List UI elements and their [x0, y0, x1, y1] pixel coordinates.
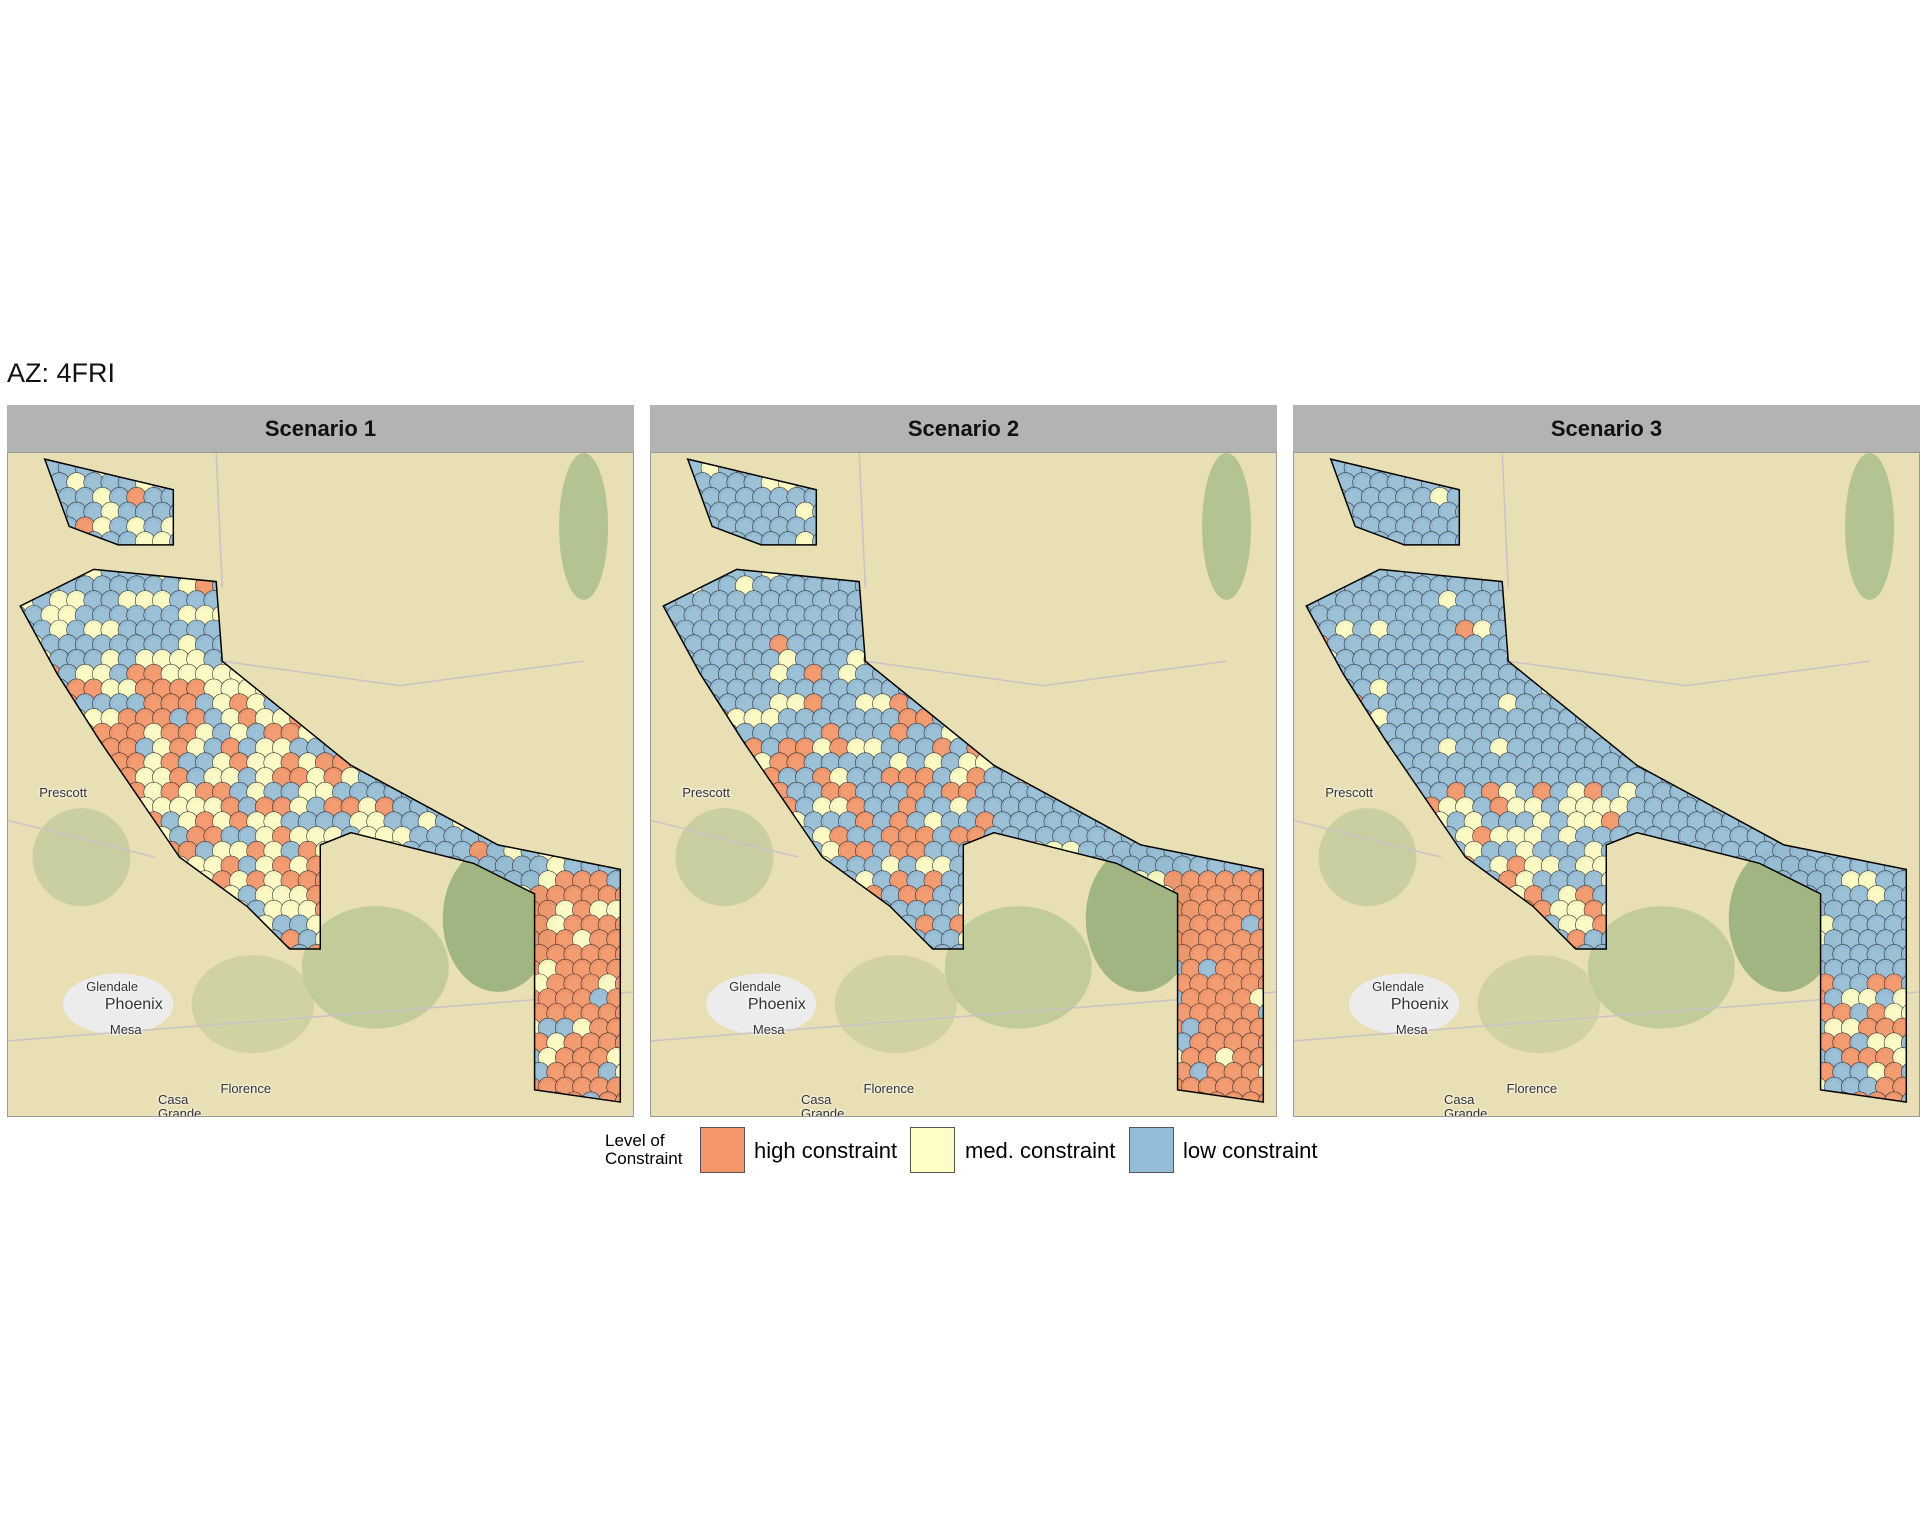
- map-label: Casa Grande: [801, 1091, 845, 1117]
- map-label: Mesa: [109, 1022, 142, 1038]
- panel-title: Scenario 3: [1293, 405, 1920, 452]
- road: [8, 453, 633, 1042]
- map-label: Mesa: [752, 1022, 785, 1038]
- urban-area: [706, 973, 817, 1035]
- map-label: Phoenix: [104, 995, 163, 1013]
- map-svg: [651, 453, 1276, 1116]
- panel: Scenario 3 Prescott Glendale Phoenix Mesa Cas…: [1293, 405, 1920, 1117]
- map-label: Florence: [220, 1080, 272, 1096]
- figure-title: AZ: 4FRI: [7, 358, 116, 388]
- road: [1294, 453, 1919, 1042]
- terrain: [1587, 906, 1735, 1029]
- urban-area: [63, 973, 174, 1035]
- map-svg: [8, 453, 633, 1116]
- road: [651, 453, 1276, 1042]
- map-label: Florence: [863, 1080, 915, 1096]
- terrain: [1845, 453, 1895, 600]
- project-boundary: [19, 458, 622, 1103]
- map-label: Glendale: [86, 979, 139, 995]
- terrain: [1477, 955, 1601, 1054]
- terrain: [559, 453, 609, 600]
- map: Prescott Glendale Phoenix Mesa Casa Grande Fl…: [1293, 452, 1920, 1117]
- terrain: [301, 906, 449, 1029]
- map: Prescott Glendale Phoenix Mesa Casa Grande Fl…: [7, 452, 634, 1117]
- urban-area: [1349, 973, 1460, 1035]
- terrain: [944, 906, 1092, 1029]
- map-label: Prescott: [39, 784, 87, 800]
- terrain: [675, 808, 774, 907]
- terrain: [1202, 453, 1252, 600]
- project-boundary: [662, 458, 1265, 1103]
- panel: Scenario 2 Prescott Glendale Phoenix Mesa Cas…: [650, 405, 1277, 1117]
- map-label: Phoenix: [747, 995, 806, 1013]
- terrain: [1318, 808, 1417, 907]
- map-label: Prescott: [682, 784, 730, 800]
- terrain: [32, 808, 131, 907]
- terrain: [834, 955, 958, 1054]
- map-label: Glendale: [729, 979, 782, 995]
- panel-title: Scenario 1: [7, 405, 634, 452]
- panel: Scenario 1 Prescott Glendale Phoenix Mesa Cas…: [7, 405, 634, 1117]
- terrain: [191, 955, 315, 1054]
- map-label: Casa Grande: [158, 1091, 202, 1117]
- map: Prescott Glendale Phoenix Mesa Casa Grande Fl…: [650, 452, 1277, 1117]
- map-svg: [1294, 453, 1919, 1116]
- panel-title: Scenario 2: [650, 405, 1277, 452]
